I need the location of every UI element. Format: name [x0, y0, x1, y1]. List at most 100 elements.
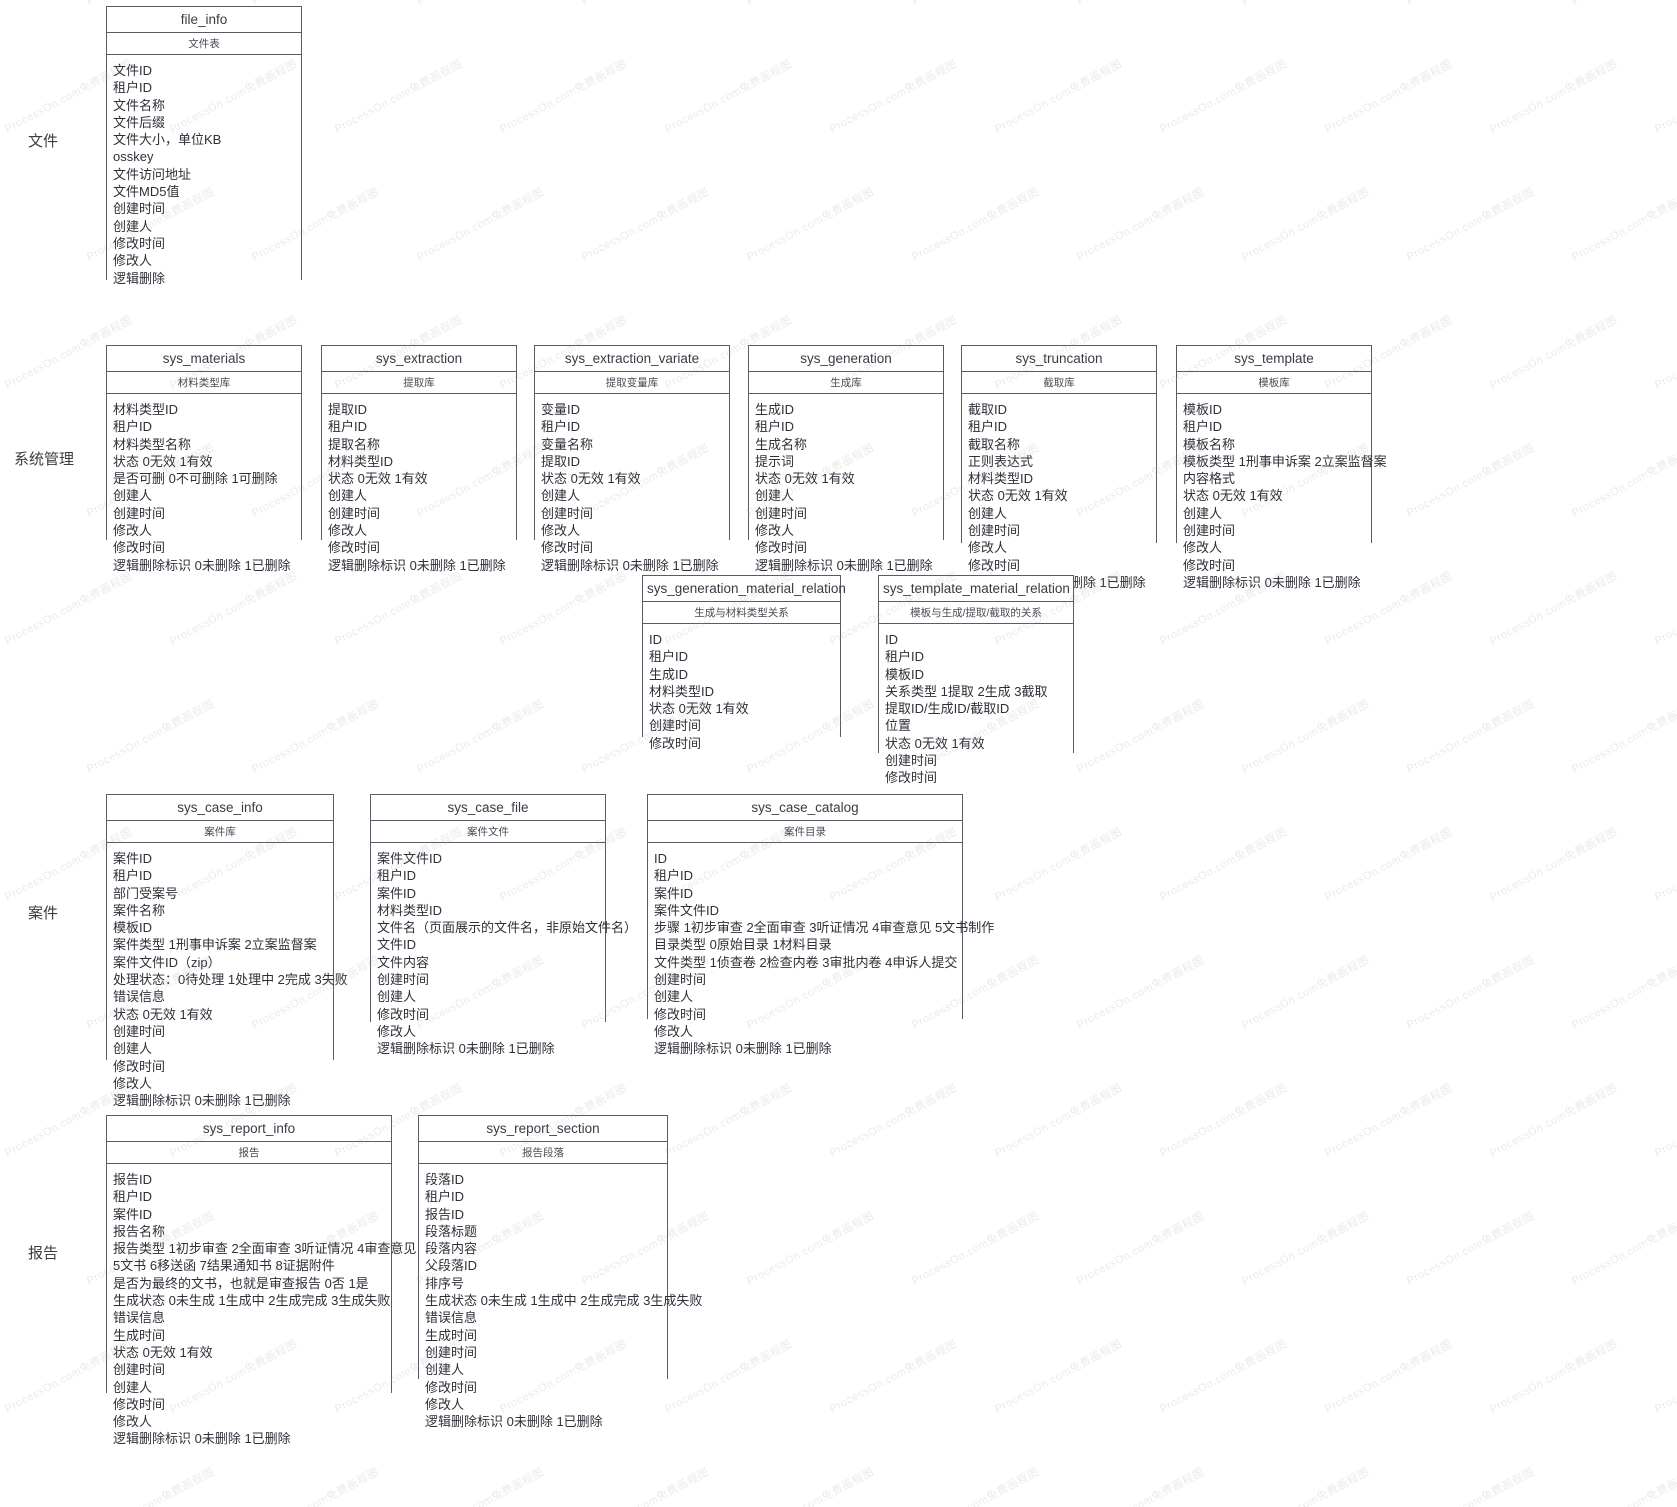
entity-field-list: ID 租户ID 案件ID 案件文件ID 步骤 1初步审查 2全面审查 3听证情况 4审查… — [648, 843, 994, 1065]
entity-field: 报告名称 — [113, 1223, 166, 1239]
entity-field: 状态 0无效 1有效 — [113, 1344, 213, 1360]
entity-field: 案件ID — [377, 885, 417, 901]
entity-field: 修改时间 — [1183, 557, 1236, 573]
watermark-text: ProcessOn.com免费画程图 — [1075, 1466, 1207, 1507]
entity-field: 创建人 — [113, 488, 153, 504]
section-label-case: 案件 — [28, 905, 59, 922]
entity-field: 修改时间 — [541, 540, 594, 556]
entity-field: 创建人 — [113, 218, 153, 234]
entity-field: 生成状态 0未生成 1生成中 2生成完成 3生成失败 — [425, 1293, 703, 1309]
entity-comment: 模板库 — [1177, 372, 1371, 394]
entity-name: sys_template_material_relation — [879, 576, 1073, 602]
entity-field: 租户ID — [541, 419, 581, 435]
entity-field: 提取名称 — [328, 436, 381, 452]
entity-table-sys_generation_material_relation[interactable]: sys_generation_material_relation 生成与材料类型关… — [642, 575, 846, 760]
entity-field: 文件ID — [377, 937, 417, 953]
entity-comment: 报告段落 — [419, 1142, 667, 1164]
entity-field: 文件访问地址 — [113, 166, 192, 182]
entity-field-list: ID 租户ID 模板ID 关系类型 1提取 2生成 3截取 提取ID/生成ID/截取ID… — [879, 624, 1073, 794]
entity-table-sys_template_material_relation[interactable]: sys_template_material_relation 模板与生成/提取/截… — [878, 575, 1074, 794]
entity-field: 错误信息 — [425, 1310, 478, 1326]
entity-table-sys_materials[interactable]: sys_materials 材料类型库 材料类型ID 租户ID 材料类型名称 状态 0无效… — [106, 345, 302, 581]
entity-field: 租户ID — [113, 1189, 153, 1205]
entity-field: 生成状态 0未生成 1生成中 2生成完成 3生成失败 — [113, 1293, 391, 1309]
watermark-text: ProcessOn.com免费画程图 — [579, 0, 712, 8]
entity-field: 修改时间 — [113, 540, 166, 556]
entity-field: 创建时间 — [113, 201, 166, 217]
entity-field: 创建人 — [968, 505, 1008, 521]
entity-field: 文件ID — [113, 63, 153, 78]
watermark-text: ProcessOn.com免费画程图 — [662, 1082, 794, 1160]
entity-field: 租户ID — [113, 419, 153, 435]
watermark-text: ProcessOn.com免费画程图 — [1570, 186, 1677, 264]
entity-field: 生成ID — [649, 666, 689, 682]
watermark-text: ProcessOn.com免费画程图 — [85, 698, 217, 776]
entity-field: 材料类型ID — [113, 402, 179, 417]
entity-field: 逻辑删除标识 0未删除 1已删除 — [755, 557, 933, 573]
entity-field-list: ID 租户ID 生成ID 材料类型ID 状态 0无效 1有效 创建时间 修改时间 — [643, 624, 840, 760]
entity-field: 修改人 — [113, 523, 153, 539]
entity-field-list: 截取ID 租户ID 截取名称 正则表达式 材料类型ID 状态 0无效 1有效 创建人 创建时间… — [962, 394, 1156, 599]
section-label-file: 文件 — [28, 133, 59, 150]
entity-field: 目录类型 0原始目录 1材料目录 — [654, 937, 832, 953]
watermark-text: ProcessOn.com免费画程图 — [827, 58, 959, 136]
entity-field-list: 提取ID 租户ID 提取名称 材料类型ID 状态 0无效 1有效 创建人 创建时间 修改人 修改… — [322, 394, 516, 581]
watermark-text: ProcessOn.com免费画程图 — [1487, 570, 1619, 648]
entity-field: 租户ID — [885, 649, 925, 665]
watermark-text: ProcessOn.com免费画程图 — [1570, 442, 1677, 520]
entity-field: 修改时间 — [885, 770, 938, 786]
entity-field: 逻辑删除标识 0未删除 1已删除 — [377, 1041, 555, 1057]
entity-field: 修改人 — [113, 1075, 153, 1091]
entity-field: 租户ID — [968, 419, 1008, 435]
entity-field: 状态 0无效 1有效 — [541, 471, 641, 487]
entity-field: 创建时间 — [968, 523, 1021, 539]
entity-field: 创建时间 — [654, 972, 707, 988]
entity-field: 案件文件ID — [654, 902, 720, 918]
watermark-text: ProcessOn.com免费画程图 — [1570, 1210, 1677, 1288]
entity-table-sys_extraction_variate[interactable]: sys_extraction_variate 提取变量库 变量ID 租户ID 变量名称提… — [534, 345, 730, 581]
entity-field: 截取名称 — [968, 436, 1021, 452]
entity-table-sys_case_file[interactable]: sys_case_file 案件文件 案件文件ID 租户ID 案件ID 材料类型ID 文件名… — [370, 794, 637, 1065]
entity-field: 生成ID — [755, 402, 795, 417]
watermark-text: ProcessOn.com免费画程图 — [1157, 1338, 1289, 1416]
entity-table-sys_case_catalog[interactable]: sys_case_catalog 案件目录 ID 租户ID 案件ID 案件文件ID 步骤 1… — [647, 794, 994, 1065]
entity-field: 状态 0无效 1有效 — [328, 471, 428, 487]
entity-field: 变量名称 — [541, 436, 594, 452]
entity-field-list: 变量ID 租户ID 变量名称 提取ID 状态 0无效 1有效 创建人 创建时间 修改人 修改时间… — [535, 394, 729, 581]
entity-field: 修改人 — [113, 1414, 153, 1430]
watermark-text: ProcessOn.com免费画程图 — [1569, 0, 1677, 8]
watermark-text: ProcessOn.com免费画程图 — [1652, 314, 1677, 392]
entity-field: 创建时间 — [113, 1362, 166, 1378]
entity-field: 租户ID — [328, 419, 368, 435]
entity-comment: 生成与材料类型关系 — [643, 602, 840, 624]
entity-field: 文件名称 — [113, 97, 166, 113]
entity-field: 逻辑删除标识 0未删除 1已删除 — [328, 557, 506, 573]
entity-table-sys_truncation[interactable]: sys_truncation 截取库 截取ID 租户ID 截取名称 正则表达式 材料类型ID… — [961, 345, 1157, 599]
entity-table-sys_generation[interactable]: sys_generation 生成库 生成ID 租户ID 生成名称 提示词 状态 0无效 1… — [748, 345, 944, 581]
section-label-report: 报告 — [28, 1245, 59, 1262]
entity-field: 报告ID — [425, 1206, 465, 1222]
watermark-text: ProcessOn.com免费画程图 — [1487, 826, 1619, 904]
entity-name: sys_report_info — [107, 1116, 391, 1142]
entity-table-sys_template[interactable]: sys_template 模板库 模板ID 租户ID 模板名称 模板类型 1刑事申诉案 2… — [1176, 345, 1387, 599]
entity-field: 租户ID — [377, 868, 417, 884]
entity-table-file_info[interactable]: file_info 文件表 文件ID 租户ID 文件名称 文件后缀 文件大小，单位KB oss… — [106, 6, 302, 294]
entity-field: 创建时间 — [649, 718, 702, 734]
entity-field-list: 模板ID 租户ID 模板名称 模板类型 1刑事申诉案 2立案监督案 内容格式 状态 0无效… — [1177, 394, 1387, 599]
entity-field: 段落内容 — [425, 1241, 478, 1257]
entity-field: 创建人 — [755, 488, 795, 504]
watermark-text: ProcessOn.com免费画程图 — [1405, 442, 1537, 520]
entity-table-sys_report_section[interactable]: sys_report_section 报告段落 段落ID 租户ID 报告ID 段落标题 段落… — [418, 1115, 703, 1438]
entity-field: 修改时间 — [113, 235, 166, 251]
watermark-text: ProcessOn.com免费画程图 — [1570, 954, 1677, 1032]
watermark-text: ProcessOn.com免费画程图 — [1157, 58, 1289, 136]
section-label-system: 系统管理 — [14, 451, 75, 468]
entity-table-sys_report_info[interactable]: sys_report_info 报告 报告ID 租户ID 案件ID 报告名称 报告类型 1初… — [106, 1115, 416, 1455]
entity-field: 状态 0无效 1有效 — [113, 453, 213, 469]
entity-field: 提取ID — [541, 453, 581, 469]
entity-field: 提取ID/生成ID/截取ID — [885, 701, 1010, 717]
entity-field: 修改人 — [113, 253, 153, 269]
entity-table-sys_extraction[interactable]: sys_extraction 提取库 提取ID 租户ID 提取名称 材料类型ID 状态 0无… — [321, 345, 517, 581]
entity-field-list: 生成ID 租户ID 生成名称 提示词 状态 0无效 1有效 创建人 创建时间 修改人 修改时间逻… — [749, 394, 943, 581]
entity-table-sys_case_info[interactable]: sys_case_info 案件库 案件ID 租户ID 部门受案号 案件名称 模板ID 案件类… — [106, 794, 348, 1117]
